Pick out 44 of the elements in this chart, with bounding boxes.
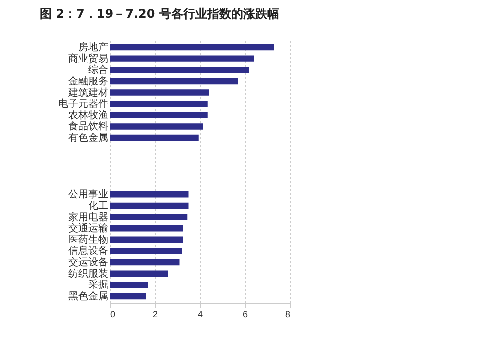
y-tick-label: 纺织服装 bbox=[68, 268, 108, 280]
bar bbox=[110, 90, 209, 96]
y-tick-label: 建筑建材 bbox=[68, 86, 108, 99]
y-tick-label: 有色金属 bbox=[68, 132, 108, 144]
bar bbox=[110, 112, 208, 119]
bar bbox=[110, 124, 204, 130]
bar bbox=[110, 270, 168, 277]
y-tick-label: 综合 bbox=[88, 64, 108, 76]
y-tick-label: 交运设备 bbox=[68, 256, 108, 269]
bar bbox=[110, 248, 182, 254]
bar bbox=[110, 259, 180, 266]
bar bbox=[110, 134, 199, 142]
y-tick-label: 医药生物 bbox=[68, 234, 108, 246]
y-tick-label: 采掘 bbox=[88, 279, 108, 292]
bar bbox=[110, 100, 208, 108]
y-tick-label: 交通运输 bbox=[68, 222, 108, 235]
y-tick-label: 农林牧渔 bbox=[68, 109, 108, 122]
bar bbox=[110, 293, 146, 300]
bar bbox=[110, 44, 274, 51]
y-tick-label: 金融服务 bbox=[68, 75, 108, 88]
y-tick-label: 家用电器 bbox=[68, 211, 108, 224]
x-tick-label: 0 bbox=[110, 310, 116, 320]
x-tick-label: 6 bbox=[242, 310, 248, 320]
bar bbox=[110, 236, 184, 244]
y-tick-label: 食品饮料 bbox=[68, 120, 108, 133]
x-tick-label: 8 bbox=[285, 310, 290, 320]
bar bbox=[110, 56, 254, 62]
bar bbox=[110, 282, 148, 288]
x-tick-label: 4 bbox=[198, 310, 204, 320]
y-tick-label: 房地产 bbox=[78, 42, 108, 54]
bar bbox=[110, 192, 189, 198]
y-tick-label: 电子元器件 bbox=[58, 98, 108, 110]
y-tick-label: 商业贸易 bbox=[68, 52, 108, 65]
bar bbox=[110, 214, 188, 220]
y-tick-label: 黑色金属 bbox=[68, 290, 108, 302]
bar bbox=[110, 67, 250, 74]
bar bbox=[110, 78, 238, 85]
y-tick-label: 公用事业 bbox=[68, 188, 108, 201]
y-tick-label: 信息设备 bbox=[68, 245, 108, 258]
chart-title: 图 2：7．19－7.20 号各行业指数的涨跌幅 bbox=[40, 7, 280, 21]
bar bbox=[110, 202, 189, 210]
x-tick-label: 2 bbox=[152, 310, 158, 320]
bar bbox=[110, 225, 184, 232]
y-tick-label: 化工 bbox=[88, 200, 108, 212]
